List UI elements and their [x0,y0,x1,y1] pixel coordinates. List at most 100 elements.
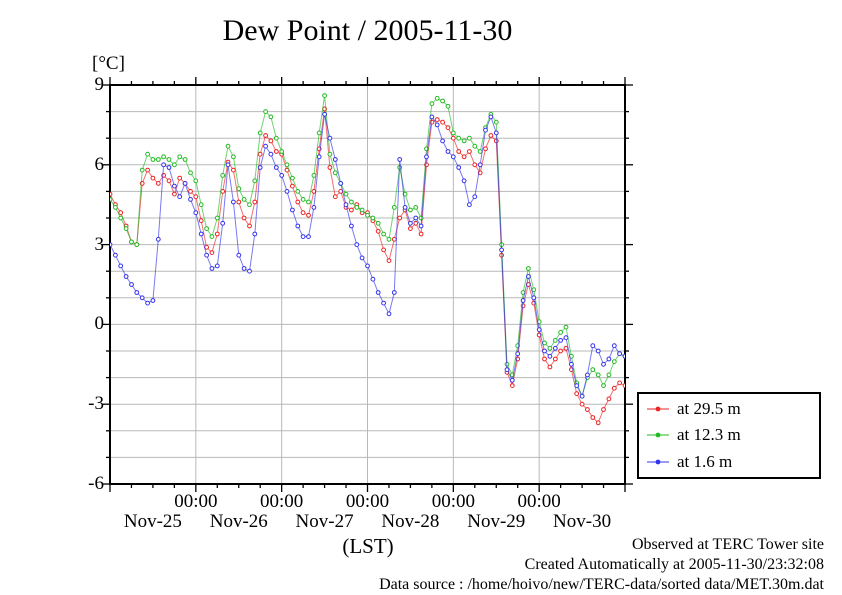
data-point [322,111,328,117]
data-point [569,361,574,367]
data-point [343,191,349,197]
data-point [290,183,295,189]
data-point [214,263,220,269]
data-point [113,252,118,258]
data-point [558,330,563,335]
data-point [145,300,151,306]
x-axis-day-label: Nov-30 [553,511,612,532]
data-point [343,202,349,208]
data-point [118,263,124,269]
data-point [177,154,183,160]
data-point [408,220,413,226]
data-point [134,290,140,295]
data-point [139,295,145,301]
data-point [177,175,183,181]
data-point [574,383,580,389]
data-point [220,220,226,226]
data-point [370,215,376,221]
data-point [247,223,252,229]
data-point [300,210,306,216]
data-point [595,372,601,378]
data-point [467,135,472,141]
x-axis-day-label: Nov-28 [381,511,440,532]
data-point [198,202,204,208]
data-point [477,162,483,168]
data-point [622,353,625,359]
data-point [558,338,563,343]
footer-created-timestamp: Created Automatically at 2005-11-30/23:3… [524,556,824,573]
data-point [263,143,269,149]
data-point [440,98,446,104]
data-point [375,290,381,295]
data-point [123,274,129,279]
data-point [365,212,370,218]
data-point [273,165,279,170]
data-point [279,173,285,178]
data-point [391,290,397,295]
data-point [601,361,606,367]
data-point [349,199,354,205]
data-point [182,181,188,186]
data-point [236,199,242,205]
data-point [110,242,113,247]
data-point [445,125,451,130]
data-point [440,138,446,144]
data-point [617,351,622,357]
data-point [375,220,381,226]
data-point [391,205,397,210]
data-point [601,407,606,412]
data-point [359,207,365,213]
data-point [257,165,263,170]
data-point [263,109,269,114]
data-point [231,199,236,205]
data-point [295,189,301,194]
legend-item: at 29.5 m [646,399,819,419]
data-point [300,197,306,202]
x-axis-time-label: 00:00 [431,491,475,512]
data-point [252,231,258,237]
data-point [188,197,193,202]
data-point [418,223,424,229]
data-point [172,162,177,168]
data-point [493,119,499,125]
y-axis-tick-label: 0 [94,313,105,335]
data-point [290,175,295,181]
data-point [542,348,547,354]
data-point [295,223,301,229]
data-point [509,383,515,389]
data-point [118,215,124,221]
legend-label: at 29.5 m [677,399,741,419]
x-axis-day-label: Nov-25 [123,511,182,532]
data-point [531,295,537,301]
data-point [611,359,617,365]
data-point [295,199,301,205]
data-point [611,385,617,391]
chart-legend: at 29.5 m at 12.3 m at 1.6 m [637,392,821,479]
data-point [268,151,274,157]
legend-item: at 12.3 m [646,425,819,445]
data-point [563,335,569,341]
data-point [231,154,236,160]
data-point [129,282,134,287]
data-point [193,210,199,216]
data-point [429,101,435,106]
data-point [139,167,145,173]
data-point [456,149,462,154]
data-point [177,194,183,200]
data-point [370,276,376,282]
data-point [509,377,515,383]
data-point [472,194,478,200]
data-point [263,133,269,138]
data-point [306,199,311,205]
x-axis-time-label: 00:00 [174,491,218,512]
data-point [424,154,429,160]
data-point [247,268,252,274]
data-point [155,181,161,186]
data-point [483,146,488,152]
data-point [129,239,134,245]
data-point [188,189,193,194]
data-point [110,191,113,197]
data-point [118,210,124,216]
data-point [483,127,488,133]
